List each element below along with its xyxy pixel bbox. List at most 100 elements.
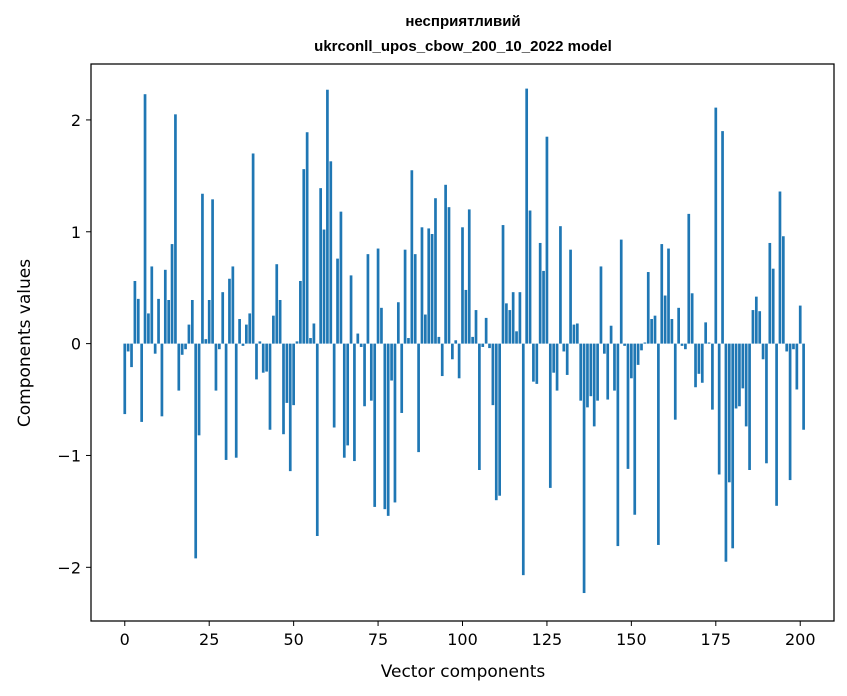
bar (275, 264, 279, 344)
bar (201, 193, 204, 344)
bar (559, 226, 562, 344)
bar (413, 254, 417, 344)
bar (228, 278, 231, 344)
bar (491, 343, 495, 406)
y-axis: −2 −1 0 1 2 (57, 111, 91, 577)
bar (538, 242, 542, 344)
bar (326, 89, 329, 344)
bar (265, 343, 268, 372)
y-tick-label: −2 (57, 558, 81, 577)
bar (569, 249, 572, 344)
bar (349, 275, 353, 344)
bar (437, 336, 441, 344)
bar (731, 343, 735, 549)
bar (515, 331, 518, 344)
x-tick-label: 150 (616, 630, 647, 649)
bar (241, 343, 245, 346)
bar (795, 343, 799, 390)
bar (572, 324, 576, 344)
bar (336, 258, 339, 344)
bar (451, 343, 454, 360)
bar (640, 343, 643, 351)
bar (461, 227, 464, 344)
bar (602, 343, 606, 354)
bar (478, 343, 481, 471)
bar (630, 343, 633, 379)
bar (518, 292, 522, 344)
bar (484, 317, 488, 344)
bar (606, 343, 610, 400)
bar (380, 307, 383, 344)
bar (356, 333, 360, 344)
x-tick-label: 0 (120, 630, 130, 649)
bar (660, 244, 664, 344)
bar (245, 324, 248, 344)
bar (680, 343, 684, 346)
x-axis-label: Vector components (381, 662, 546, 682)
bar (282, 343, 285, 435)
bar (575, 323, 579, 344)
bar (224, 343, 228, 460)
bar (727, 343, 731, 483)
bar (744, 343, 748, 427)
bar (444, 184, 447, 344)
bar (758, 311, 762, 344)
bar (292, 343, 295, 406)
bar (775, 343, 778, 506)
x-axis: 0 25 50 75 100 125 150 175 200 (120, 621, 816, 649)
bar (778, 191, 782, 344)
bar (136, 298, 140, 344)
bar (251, 153, 255, 344)
bar (248, 313, 252, 344)
bar (761, 343, 765, 360)
bar (143, 94, 147, 344)
bar (802, 343, 805, 430)
bar (684, 343, 687, 350)
x-tick-label: 25 (199, 630, 219, 649)
bar (619, 239, 623, 344)
bar (363, 343, 366, 407)
bar (454, 340, 458, 344)
bar (798, 305, 802, 344)
bar (302, 169, 306, 344)
bar (751, 310, 755, 344)
bar (373, 343, 377, 507)
bar (734, 343, 738, 409)
bar (190, 299, 194, 344)
bar (427, 228, 431, 344)
bar (565, 343, 569, 375)
bar (508, 310, 512, 344)
bar (167, 299, 171, 344)
bar (217, 343, 221, 350)
bar (305, 132, 309, 344)
bar (417, 343, 420, 453)
bar (126, 343, 130, 352)
bar (792, 343, 795, 350)
y-tick-label: 0 (71, 335, 81, 354)
bar (646, 272, 650, 344)
y-axis-label: Components values (15, 259, 35, 427)
bar (673, 343, 677, 420)
bar (407, 338, 410, 344)
bar (724, 343, 728, 562)
bar (721, 131, 724, 344)
bar (707, 342, 711, 344)
bar (150, 266, 154, 344)
bar (613, 343, 616, 391)
bar (694, 343, 697, 388)
bar (261, 343, 265, 373)
bar (238, 319, 241, 344)
bar (369, 343, 373, 401)
bar (765, 343, 768, 464)
bar (528, 210, 532, 344)
bar (525, 88, 529, 344)
bar (319, 188, 323, 344)
bar (714, 107, 718, 344)
bar (258, 341, 262, 344)
bar (440, 343, 444, 377)
bar (221, 292, 225, 344)
bar (599, 266, 603, 344)
bar (687, 213, 691, 344)
bar (390, 343, 393, 381)
